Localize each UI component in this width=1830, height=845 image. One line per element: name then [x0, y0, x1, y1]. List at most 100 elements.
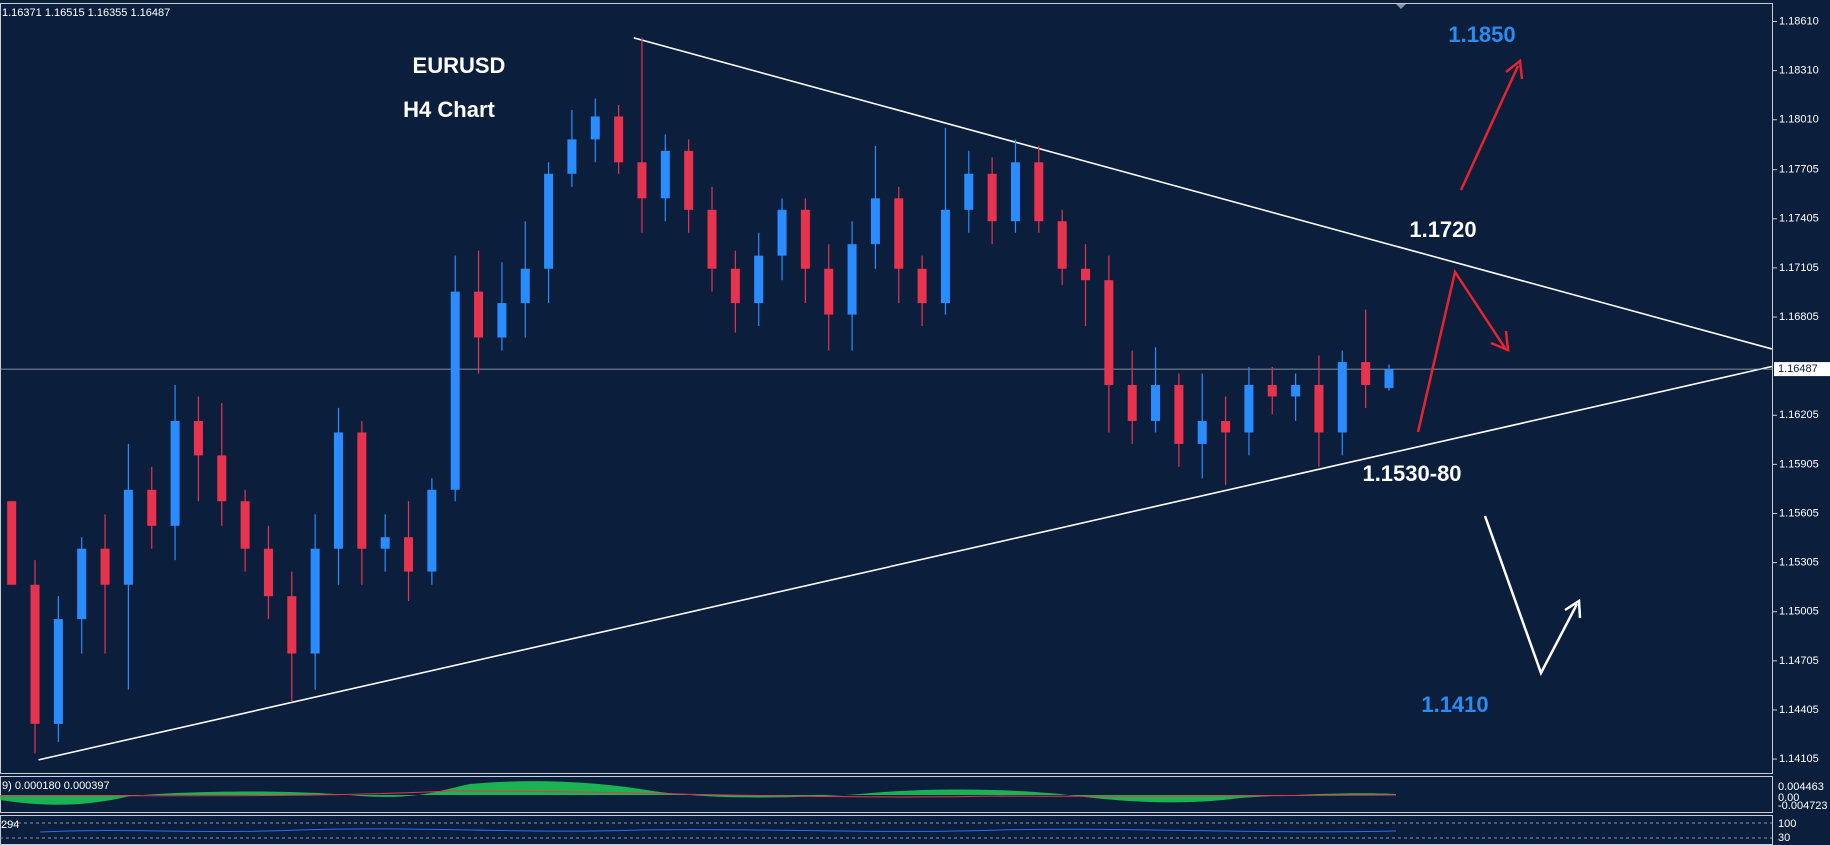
header-low: 1.16355 [88, 7, 128, 19]
candle-body [730, 268, 740, 304]
candle-body [240, 501, 250, 549]
candle-body [940, 209, 950, 304]
candle-body [497, 303, 507, 338]
header-high: 1.16515 [45, 7, 85, 19]
candle-body [1127, 384, 1137, 421]
candle-body [800, 209, 810, 269]
candle-body [777, 209, 787, 256]
candle-body [310, 548, 320, 654]
main-panel-frame [0, 3, 1773, 774]
candle-body [1174, 384, 1184, 444]
y-tick-label: 1.14405 [1779, 704, 1819, 716]
arrow [1483, 515, 1579, 677]
candle-body [567, 139, 577, 174]
target-label: 1.1410 [1421, 692, 1488, 717]
support-label: 1.1530-80 [1362, 461, 1461, 486]
y-tick-label: 1.14705 [1779, 655, 1819, 667]
candle-body [1151, 384, 1161, 421]
candle-body [380, 537, 390, 549]
candle-body [404, 537, 414, 572]
candle-body [964, 173, 974, 210]
macd-tick: 0.00 [1778, 792, 1799, 804]
last-price-box [1774, 362, 1830, 377]
candle-body [30, 584, 40, 724]
candle-body [1057, 221, 1067, 269]
candle-body [263, 548, 273, 597]
candle-body [100, 548, 110, 585]
candle-body [1081, 268, 1091, 281]
y-tick-label: 1.15605 [1779, 507, 1819, 519]
arrow-head [1490, 330, 1510, 352]
candle-body [357, 432, 367, 549]
candle-body [754, 255, 764, 304]
y-tick-label: 1.17405 [1779, 213, 1819, 225]
y-tick-label: 1.18010 [1779, 114, 1819, 126]
candle-body [7, 501, 17, 585]
candle-body [1244, 384, 1254, 433]
target-label: 1.1850 [1448, 22, 1515, 47]
chart-title: EURUSD [413, 53, 506, 78]
candle-body [894, 198, 904, 269]
shift-marker [1396, 4, 1406, 9]
candle-body [1267, 384, 1277, 397]
macd-panel-frame [0, 776, 1773, 813]
candle-body [637, 162, 647, 199]
ohlc-header: 1.16371 1.16515 1.16355 1.16487 [2, 7, 170, 19]
arrow-head [1505, 58, 1524, 80]
y-tick-label: 1.16805 [1779, 311, 1819, 323]
candle-body [474, 291, 484, 338]
chart-subtitle: H4 Chart [403, 97, 495, 122]
trendline [633, 37, 1773, 350]
candle-body [590, 116, 600, 140]
arrow [1459, 65, 1520, 191]
candle-body [450, 291, 460, 490]
candle-body [333, 432, 343, 549]
candle-body [987, 173, 997, 222]
candle-body [614, 116, 624, 163]
candle-body [123, 489, 133, 585]
y-tick-label: 1.15305 [1779, 557, 1819, 569]
y-tick-label: 1.17105 [1779, 262, 1819, 274]
candle-body [1197, 420, 1207, 444]
rsi-label: 294 [1, 819, 19, 831]
candle-body [824, 268, 834, 315]
y-tick-label: 1.16205 [1779, 409, 1819, 421]
header-close: 1.16487 [130, 7, 170, 19]
rsi-tick: 100 [1778, 818, 1796, 830]
last-price-label: 1.16487 [1778, 363, 1818, 375]
arrow-head [1564, 598, 1582, 619]
candle-body [684, 150, 694, 210]
arrow [1416, 268, 1507, 433]
candle-body [1337, 362, 1347, 433]
candle-body [1384, 369, 1394, 389]
plot-area: 1.18610 1.18310 1.18010 1.17705 1.17405 1.171… [0, 15, 1830, 765]
candle-body [287, 596, 297, 654]
y-tick-label: 1.18310 [1779, 65, 1819, 77]
y-tick-label: 1.15905 [1779, 458, 1819, 470]
macd-label: 9) 0.000180 0.000397 [2, 780, 110, 792]
resistance-label: 1.1720 [1409, 217, 1476, 242]
rsi-tick: 30 [1778, 832, 1790, 844]
scenario-arrows [1416, 58, 1582, 677]
y-tick-label: 1.15005 [1779, 606, 1819, 618]
candle-body [53, 619, 63, 724]
y-tick-label: 1.18610 [1779, 15, 1819, 27]
candle-body [77, 548, 87, 620]
candle-body [1314, 384, 1324, 433]
candle-body [660, 150, 670, 199]
candle-body [847, 244, 857, 315]
trendline [38, 365, 1773, 761]
candle-body [917, 268, 927, 304]
candle-body [520, 268, 530, 304]
candle-body [170, 420, 180, 526]
rsi-line [39, 828, 1397, 833]
macd-signal [0, 790, 1397, 798]
candle-body [1361, 362, 1371, 385]
candle-body [1104, 280, 1114, 385]
y-tick-label: 1.17705 [1779, 164, 1819, 176]
candle-body [1010, 162, 1020, 222]
candle-body [1034, 162, 1044, 222]
